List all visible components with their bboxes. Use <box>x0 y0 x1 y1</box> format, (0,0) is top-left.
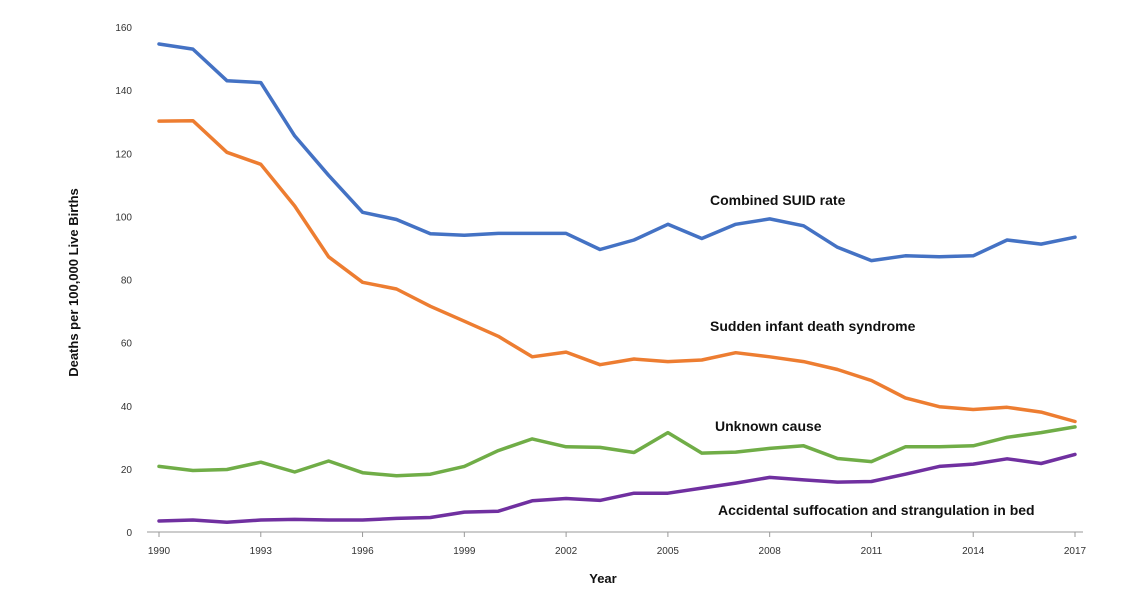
x-tick-label: 1999 <box>453 546 476 557</box>
series-line-combined-suid-rate <box>157 42 1077 263</box>
y-tick-label: 80 <box>121 276 133 287</box>
x-tick-label: 2002 <box>555 546 578 557</box>
x-tick-label: 1993 <box>250 546 273 557</box>
y-tick-label: 120 <box>115 149 132 160</box>
x-tick-label: 1990 <box>148 546 171 557</box>
y-axis-ticks: 0 20 40 60 80 100 120 140 160 <box>115 23 132 539</box>
y-tick-label: 140 <box>115 86 132 97</box>
x-tick-label: 2008 <box>759 546 782 557</box>
x-tick-label: 2014 <box>962 546 985 557</box>
x-axis-ticks: 1990 1993 1996 1999 2002 2005 2008 2011 2014 2017 <box>148 532 1087 557</box>
series-label-combined-suid-rate: Combined SUID rate <box>710 192 846 208</box>
x-tick-label: 2011 <box>861 546 883 557</box>
series-label-unknown-cause: Unknown cause <box>715 418 822 434</box>
series-labels: Combined SUID rate Sudden infant death sy… <box>710 192 1035 518</box>
series-line-sudden-infant-death-syndrome <box>157 118 1077 424</box>
x-axis-title: Year <box>589 571 616 586</box>
y-tick-label: 100 <box>115 212 132 223</box>
series-lines <box>157 42 1077 524</box>
y-tick-label: 40 <box>121 402 133 413</box>
series-label-sudden-infant-death-syndrome: Sudden infant death syndrome <box>710 318 916 334</box>
y-axis-title: Deaths per 100,000 Live Births <box>66 188 81 377</box>
y-tick-label: 60 <box>121 339 133 350</box>
series-line-unknown-cause <box>157 425 1077 478</box>
y-tick-label: 160 <box>115 23 132 34</box>
x-tick-label: 1996 <box>351 546 374 557</box>
y-tick-label: 20 <box>121 465 133 476</box>
y-tick-label: 0 <box>126 528 132 539</box>
x-tick-label: 2017 <box>1064 546 1087 557</box>
series-label-accidental-suffocation-and-strangulation-in-bed: Accidental suffocation and strangulation… <box>718 502 1035 518</box>
x-tick-label: 2005 <box>657 546 680 557</box>
series-line-accidental-suffocation-and-strangulation-in-bed <box>157 452 1077 524</box>
